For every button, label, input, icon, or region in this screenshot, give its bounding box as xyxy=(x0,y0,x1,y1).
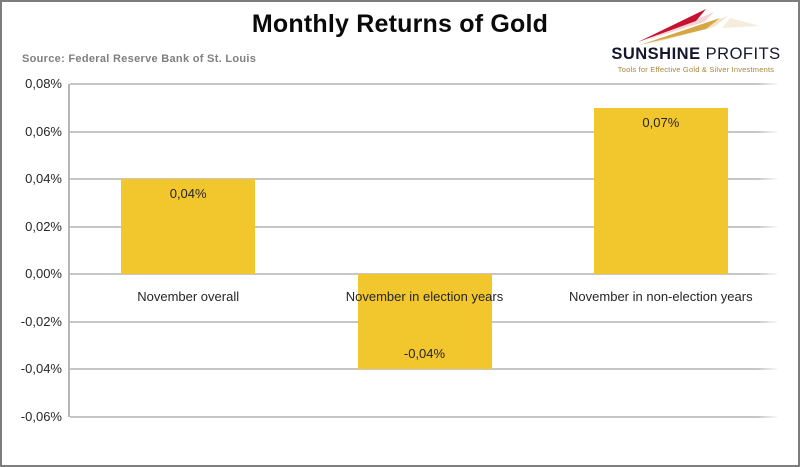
bar xyxy=(121,179,256,275)
bar-value-label: 0,07% xyxy=(642,114,680,130)
gridline xyxy=(70,225,779,228)
y-axis-tick-label: 0,02% xyxy=(25,218,62,234)
y-axis-tick-label: -0,02% xyxy=(20,313,62,329)
category-label: November in non-election years xyxy=(569,289,753,305)
gridline xyxy=(70,416,779,418)
source-note: Source: Federal Reserve Bank of St. Loui… xyxy=(22,53,257,65)
category-label: November in election years xyxy=(345,289,504,305)
bar-value-label: -0,04% xyxy=(403,346,446,362)
y-axis-line xyxy=(68,84,70,417)
brand-name: SUNSHINE PROFITS xyxy=(610,46,782,63)
gridline xyxy=(70,130,779,133)
gridline xyxy=(70,368,779,371)
sunshine-rays-icon xyxy=(638,9,760,45)
gridline xyxy=(70,178,779,181)
brand-name-bold: SUNSHINE xyxy=(611,45,701,63)
y-axis-tick-label: 0,00% xyxy=(25,266,62,282)
brand-name-light: PROFITS xyxy=(705,45,781,63)
category-label: November overall xyxy=(137,289,240,305)
y-axis-tick-label: 0,06% xyxy=(25,123,62,139)
brand-tagline: Tools for Effective Gold & Silver Invest… xyxy=(617,64,775,74)
bar xyxy=(357,274,492,370)
chart-title: Monthly Returns of Gold xyxy=(251,10,549,38)
y-axis-tick-label: 0,08% xyxy=(25,76,62,91)
bar xyxy=(593,107,728,275)
gridline xyxy=(70,83,779,85)
y-axis-tick-label: 0,04% xyxy=(25,171,62,187)
bar-value-label: 0,04% xyxy=(169,186,207,202)
y-axis-tick-label: -0,04% xyxy=(20,361,62,377)
y-axis-tick-label: -0,06% xyxy=(20,409,62,424)
brand-logo: SUNSHINE PROFITS Tools for Effective Gol… xyxy=(610,6,782,74)
